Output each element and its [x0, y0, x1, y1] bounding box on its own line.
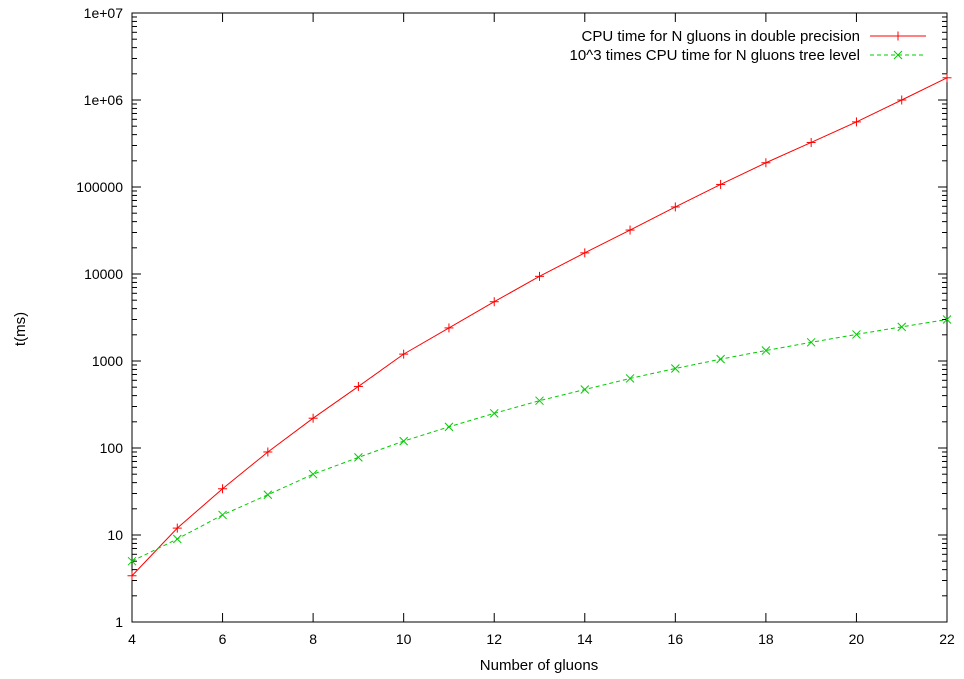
x-marker-b	[942, 315, 952, 324]
x-tick-label: 16	[668, 631, 684, 647]
x-tick-label: 18	[758, 631, 774, 647]
y-axis-title: t(ms)	[12, 312, 29, 346]
data-point	[399, 436, 409, 446]
data-point	[580, 385, 590, 394]
x-marker-b	[535, 396, 544, 406]
x-marker-b	[670, 364, 680, 373]
x-axis-title: Number of gluons	[480, 657, 598, 674]
data-point	[444, 422, 454, 432]
series-1	[127, 73, 952, 581]
data-point	[399, 349, 409, 359]
data-point	[942, 315, 952, 324]
data-point	[263, 490, 273, 500]
y-tick-label: 10	[107, 527, 123, 543]
x-marker-b	[897, 322, 907, 332]
data-point	[127, 556, 137, 566]
data-point	[851, 117, 861, 127]
x-marker-b	[625, 374, 635, 383]
axis-ticks	[131, 12, 948, 623]
data-point	[308, 469, 318, 479]
legend-swatch-marker	[893, 31, 903, 41]
legend-swatch-marker	[893, 50, 903, 60]
y-tick-label: 1e+07	[84, 5, 124, 21]
data-point	[353, 381, 363, 391]
legend: CPU time for N gluons in double precisio…	[570, 28, 926, 64]
plot-frame	[131, 12, 948, 623]
tick-labels: 4 6 8 10 12 14 16 18 20 22 1 10 100 1000 10000 100000 1e…	[76, 5, 955, 647]
data-point	[897, 95, 907, 105]
data-point	[670, 202, 680, 212]
data-point	[897, 322, 907, 332]
data-point	[716, 179, 726, 189]
x-marker-b	[263, 490, 273, 500]
x-marker-b	[444, 422, 454, 432]
x-marker-b	[308, 469, 318, 479]
data-point	[761, 158, 771, 168]
x-marker-b	[489, 409, 499, 418]
x-marker-b	[580, 385, 590, 394]
y-tick-label: 1000	[92, 353, 123, 369]
x-marker-b	[852, 330, 861, 339]
x-tick-label: 6	[219, 631, 227, 647]
x-tick-label: 20	[849, 631, 865, 647]
x-marker-b	[761, 346, 771, 355]
data-point	[761, 346, 771, 355]
data-point	[625, 225, 635, 235]
data-point	[806, 137, 816, 147]
series-2	[127, 315, 952, 566]
data-point	[942, 73, 952, 83]
x-marker-b	[893, 50, 903, 60]
x-tick-label: 10	[396, 631, 412, 647]
data-point	[308, 413, 318, 423]
x-marker-b	[716, 354, 725, 364]
y-tick-label: 100	[100, 440, 124, 456]
data-point	[218, 510, 227, 520]
series-layer	[127, 73, 952, 581]
data-point	[852, 330, 861, 339]
x-marker-b	[172, 534, 182, 544]
data-point	[535, 271, 544, 281]
x-marker-b	[806, 337, 816, 347]
x-marker-b	[127, 556, 137, 566]
data-point	[489, 297, 499, 307]
legend-label: CPU time for N gluons in double precisio…	[582, 28, 860, 45]
x-tick-label: 14	[577, 631, 593, 647]
x-marker-b	[354, 453, 363, 462]
data-point	[716, 354, 725, 364]
data-point	[444, 323, 454, 333]
data-point	[172, 534, 182, 544]
x-tick-label: 12	[486, 631, 502, 647]
data-point	[354, 453, 363, 462]
data-point	[670, 364, 680, 373]
data-point	[489, 409, 499, 418]
x-marker-b	[399, 436, 409, 446]
x-tick-label: 4	[128, 631, 136, 647]
x-tick-label: 22	[939, 631, 955, 647]
data-point	[535, 396, 544, 406]
x-tick-label: 8	[309, 631, 317, 647]
y-tick-label: 1	[115, 614, 123, 630]
legend-label: 10^3 times CPU time for N gluons tree le…	[570, 47, 861, 64]
y-tick-label: 1e+06	[84, 92, 124, 108]
data-point	[625, 374, 635, 383]
data-point	[806, 337, 816, 347]
data-point	[580, 248, 590, 258]
x-marker-b	[218, 510, 227, 520]
data-point	[263, 447, 273, 457]
series-2-line	[131, 318, 948, 562]
y-tick-label: 100000	[76, 179, 123, 195]
data-point	[218, 484, 228, 494]
y-tick-label: 10000	[84, 266, 123, 282]
data-point	[172, 523, 182, 533]
data-point	[127, 571, 137, 581]
